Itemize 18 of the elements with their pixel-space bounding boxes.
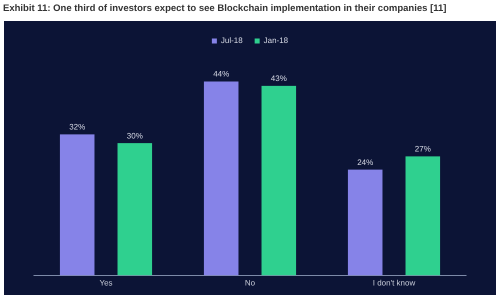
- data-label: 30%: [126, 131, 143, 140]
- data-label: 32%: [69, 122, 86, 132]
- bar: [118, 143, 152, 276]
- bar: [204, 81, 238, 276]
- x-tick-label: No: [244, 278, 256, 288]
- bar: [348, 170, 382, 276]
- bar: [406, 156, 440, 276]
- legend-label: Jul-18: [220, 36, 244, 46]
- data-label: 27%: [414, 144, 431, 154]
- bar: [262, 86, 296, 276]
- data-label: 44%: [213, 70, 230, 79]
- data-label: 24%: [357, 158, 374, 167]
- legend-label: Jan-18: [264, 36, 289, 46]
- x-tick-label: I don't know: [372, 278, 416, 288]
- x-tick-label: Yes: [99, 278, 113, 288]
- chart-title: Exhibit 11: One third of investors expect to see Blockchain implementation in their companies [11]: [3, 3, 446, 14]
- data-label: 43%: [270, 74, 287, 84]
- bar: [60, 134, 94, 276]
